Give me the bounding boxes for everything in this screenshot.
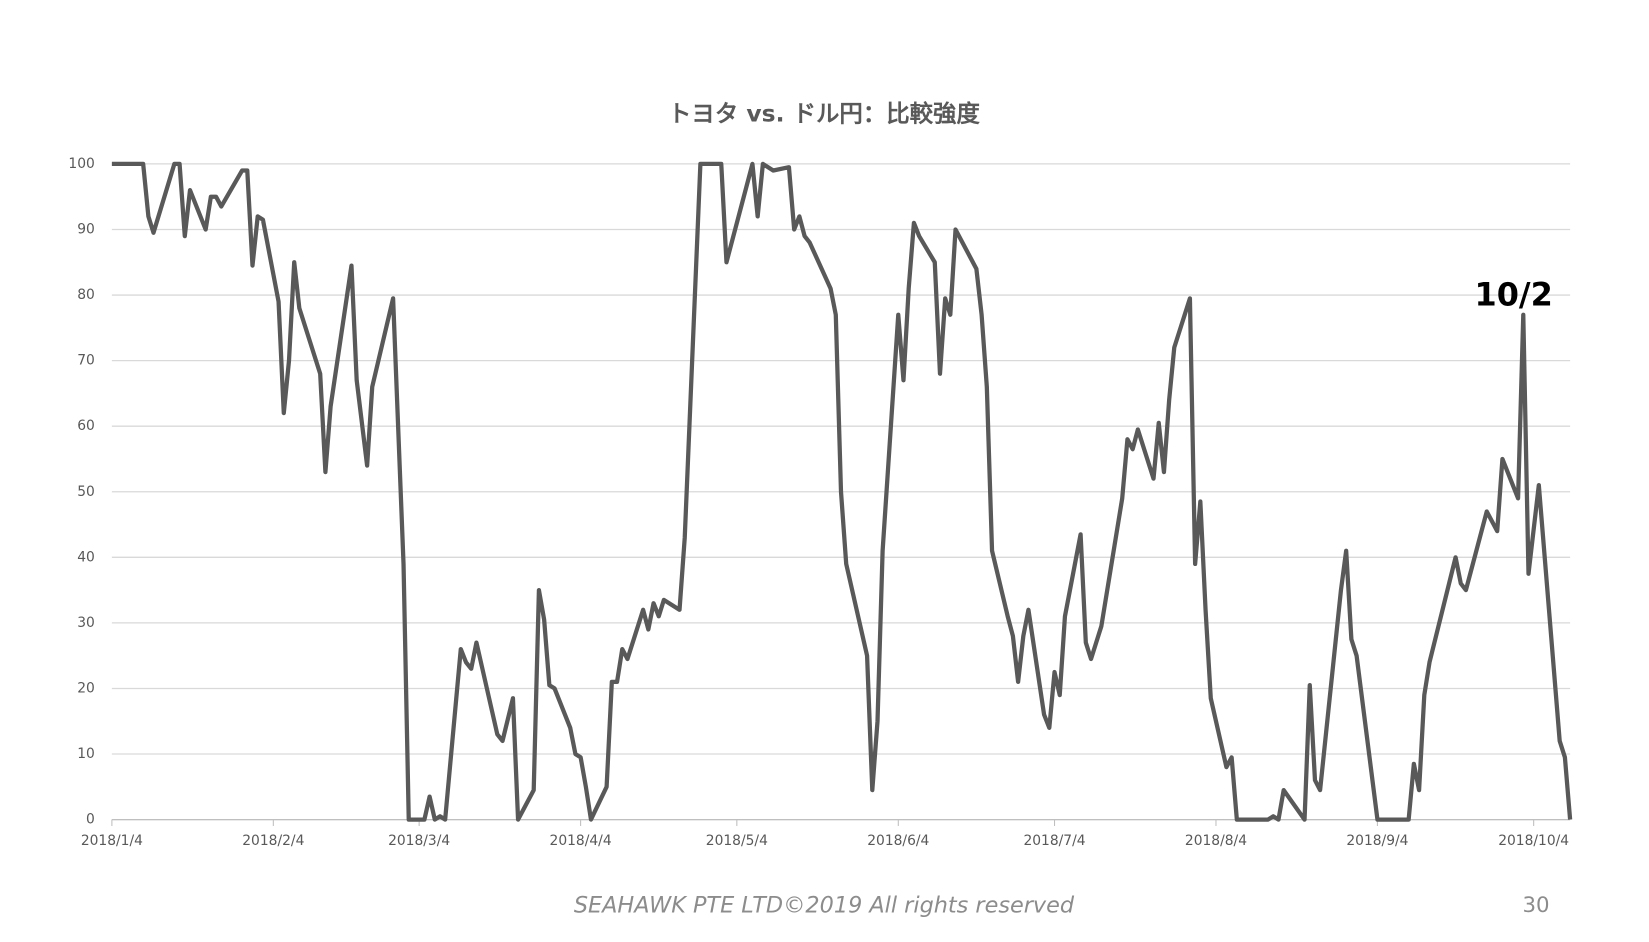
annotation: 10/2 bbox=[1475, 276, 1553, 314]
y-tick-label: 40 bbox=[77, 549, 95, 565]
x-tick-label: 2018/3/4 bbox=[388, 833, 450, 849]
y-tick-label: 90 bbox=[77, 221, 95, 237]
y-tick-label: 20 bbox=[77, 680, 95, 696]
x-tick-label: 2018/8/4 bbox=[1185, 833, 1247, 849]
x-tick-label: 2018/6/4 bbox=[867, 833, 929, 849]
footer: SEAHAWK PTE LTD©2019 All rights reserved bbox=[574, 892, 1075, 918]
x-tick-label: 2018/2/4 bbox=[242, 833, 304, 849]
y-tick-label: 10 bbox=[77, 746, 95, 762]
y-tick-label: 50 bbox=[77, 484, 95, 500]
line-series bbox=[111, 161, 1573, 822]
y-tick-label: 80 bbox=[77, 287, 95, 303]
x-tick-label: 2018/4/4 bbox=[550, 833, 612, 849]
y-tick-label: 30 bbox=[77, 615, 95, 631]
y-tick-label: 0 bbox=[86, 812, 95, 828]
y-tick-label: 70 bbox=[77, 353, 95, 369]
chart-title: トヨタ vs. ドル円：比較強度 bbox=[668, 99, 980, 127]
page-number: 30 bbox=[1523, 893, 1550, 918]
x-tick-label: 2018/9/4 bbox=[1346, 833, 1408, 849]
y-tick-label: 100 bbox=[68, 156, 94, 172]
x-tick-label: 2018/10/4 bbox=[1498, 833, 1569, 849]
x-tick-label: 2018/1/4 bbox=[81, 833, 143, 849]
y-tick-label: 60 bbox=[77, 418, 95, 434]
x-tick-label: 2018/5/4 bbox=[706, 833, 768, 849]
x-tick-label: 2018/7/4 bbox=[1023, 833, 1085, 849]
